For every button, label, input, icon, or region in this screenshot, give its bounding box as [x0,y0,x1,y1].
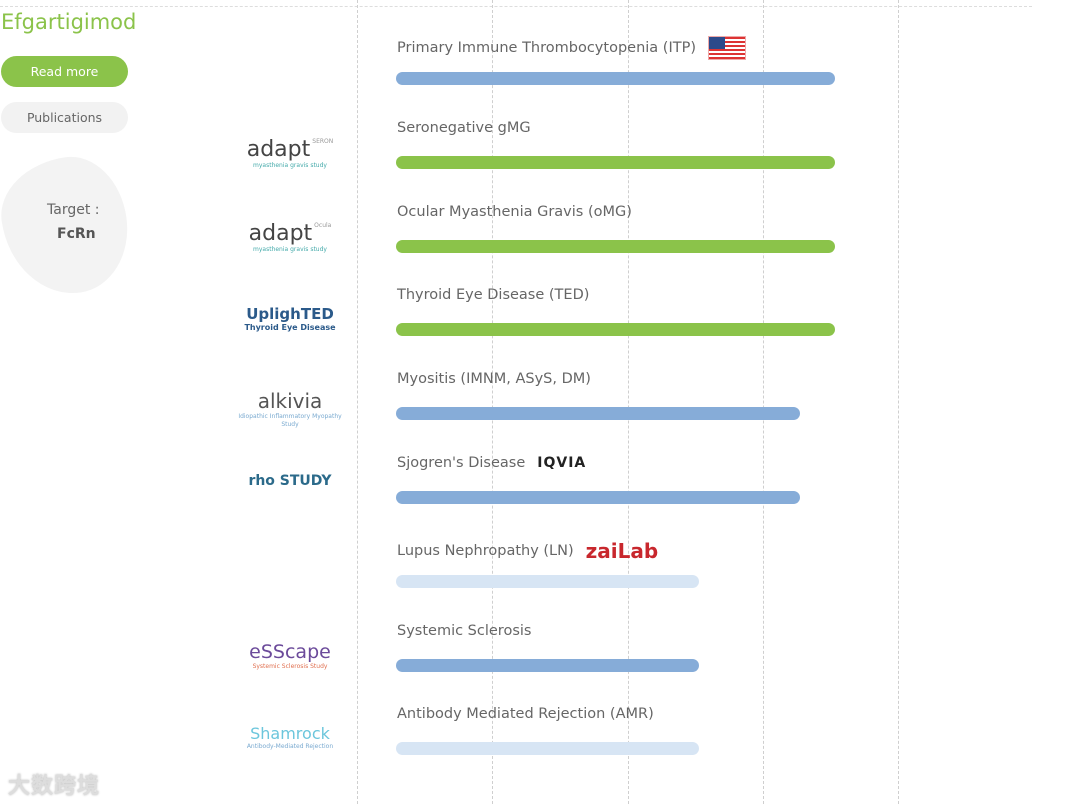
publications-button[interactable]: Publications [1,102,128,133]
logo-sup: Ocula [314,221,332,229]
logo-subtitle: myasthenia gravis study [253,161,327,169]
indication-label: Seronegative gMG [397,120,531,136]
progress-bar [396,658,699,672]
logo-subtitle: Systemic Sclerosis Study [252,662,328,670]
indication-label: Antibody Mediated Rejection (AMR) [397,706,654,722]
grid-line [492,0,493,804]
indication-name: Lupus Nephropathy (LN) [397,542,574,559]
indication-label: Myositis (IMNM, ASyS, DM) [397,371,591,387]
indication-name: Thyroid Eye Disease (TED) [397,287,590,304]
grid-line [628,0,629,804]
indication-label: Thyroid Eye Disease (TED) [397,287,589,303]
study-logo: alkivia Idiopathic Inflammatory Myopathy … [230,389,350,429]
progress-bar [396,407,800,421]
study-logo: eSScape Systemic Sclerosis Study [230,641,350,671]
study-logo: adapt SERON myasthenia gravis study [230,136,350,170]
us-flag-icon [707,36,746,60]
indication-label: Systemic Sclerosis [397,623,531,639]
grid-line [898,0,899,804]
study-logo: UplighTED Thyroid Eye Disease [230,305,350,332]
logo-mark: rho STUDY [248,473,332,489]
logo-mark: Shamrock [250,724,330,744]
logo-wordmark-row: rho STUDY [230,473,350,489]
logo-wordmark-row: Shamrock [230,724,350,743]
logo-subtitle: Thyroid Eye Disease [244,323,336,333]
indication-name: Ocular Myasthenia Gravis (oMG) [397,203,632,220]
indication-name: Myositis (IMNM, ASyS, DM) [397,371,591,388]
logo-wordmark-row: eSScape [230,641,350,663]
indication-label: Lupus Nephropathy (LN) zaiLab [397,539,658,563]
progress-bar [396,742,699,756]
indication-name: Sjogren's Disease [397,455,526,471]
indication-name: Systemic Sclerosis [397,622,532,639]
logo-wordmark-row: alkivia [230,389,350,413]
logo-wordmark-row: UplighTED [230,305,350,323]
partner-logo: IQVIA [537,455,587,471]
logo-wordmark-row: adapt SERON [230,136,350,162]
target-value: FcRn [57,226,96,242]
indication-name: Seronegative gMG [397,119,531,136]
logo-wordmark-row: adapt Ocula [230,220,350,246]
study-logo: adapt Ocula myasthenia gravis study [230,220,350,254]
indication-label: Primary Immune Thrombocytopenia (ITP) [397,36,746,60]
watermark: 大数跨境 [8,774,101,799]
logo-subtitle: myasthenia gravis study [253,245,327,253]
partner-logo: zaiLab [585,538,659,563]
indication-name: Primary Immune Thrombocytopenia (ITP) [397,40,696,56]
progress-bar [396,574,699,588]
logo-sup: SERON [312,137,334,145]
grid-line [357,0,358,804]
indication-label: Ocular Myasthenia Gravis (oMG) [397,204,632,220]
logo-mark: adapt [246,136,311,162]
top-divider [0,6,1032,7]
study-logo: Shamrock Antibody-Mediated Rejection [230,724,350,751]
read-more-button[interactable]: Read more [1,56,128,87]
logo-mark: alkivia [257,389,323,414]
logo-mark: adapt [248,220,313,246]
indication-name: Antibody Mediated Rejection (AMR) [397,706,654,723]
study-logo: rho STUDY [230,473,350,489]
progress-bar [396,239,835,253]
progress-bar [396,155,835,169]
target-label: Target : [47,202,100,218]
logo-subtitle: Idiopathic Inflammatory Myopathy Study [238,413,342,429]
progress-bar [396,323,835,337]
indication-label: Sjogren's Disease IQVIA [397,455,586,471]
drug-title: Efgartigimod [1,10,137,34]
grid-line [763,0,764,804]
progress-bar [396,491,800,504]
logo-subtitle: Antibody-Mediated Rejection [246,743,334,751]
progress-bar [396,72,835,85]
logo-mark: UplighTED [246,305,334,324]
logo-mark: eSScape [249,640,331,663]
